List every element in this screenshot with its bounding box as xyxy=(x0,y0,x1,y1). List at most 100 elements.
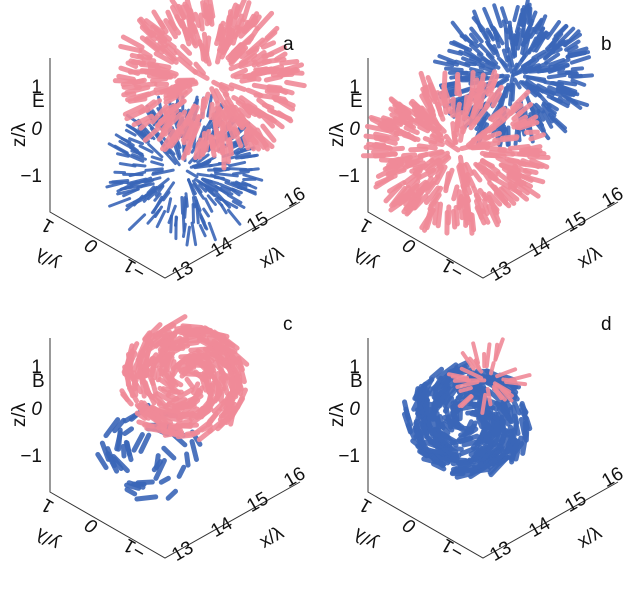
vector-arrow xyxy=(137,497,156,499)
vector-arrow xyxy=(218,50,221,62)
vector-arrow xyxy=(177,81,187,82)
vector-arrow xyxy=(210,6,212,24)
vector-arrow xyxy=(259,100,268,107)
vector-arrow xyxy=(510,23,511,34)
vector-arrow xyxy=(228,210,239,224)
vector-arrow xyxy=(448,207,449,223)
z-axis-label: z/λ xyxy=(327,122,348,147)
x-tick-label: 13 xyxy=(168,257,197,286)
vector-arrow xyxy=(131,388,133,396)
vector-arrow xyxy=(218,373,219,389)
y-tick-label: 1 xyxy=(38,494,58,517)
x-axis-label: x/λ xyxy=(574,242,606,273)
vector-arrow xyxy=(404,155,415,156)
vector-arrow xyxy=(125,429,132,434)
x-tick-label: 14 xyxy=(525,233,554,262)
y-tick-label: −1 xyxy=(438,534,467,563)
x-tick-label: 15 xyxy=(243,208,272,237)
vector-arrow xyxy=(187,454,188,465)
vector-arrow xyxy=(479,144,489,145)
vector-arrow xyxy=(381,160,393,161)
vector-arrow xyxy=(186,194,187,207)
vector-arrow xyxy=(481,75,483,88)
vector-arrow xyxy=(453,99,454,115)
z-axis-label: z/λ xyxy=(9,122,30,147)
vector-arrow xyxy=(491,153,513,155)
vector-arrow xyxy=(157,456,159,468)
vector-arrow xyxy=(168,491,175,498)
vector-arrow xyxy=(515,80,520,88)
vector-arrow xyxy=(476,80,477,90)
vector-arrow xyxy=(369,144,385,146)
x-tick-label: 15 xyxy=(243,488,272,517)
vector-arrow xyxy=(181,356,202,357)
vector-arrow xyxy=(430,104,434,115)
vector-arrow xyxy=(567,73,577,74)
vector-arrow xyxy=(572,57,589,62)
vector-arrow xyxy=(523,433,526,453)
vector-arrow xyxy=(172,85,189,87)
z-tick-label: −1 xyxy=(338,166,360,187)
vector-arrow xyxy=(523,19,524,36)
panel-letter: a xyxy=(283,34,294,55)
vector-arrow xyxy=(169,412,179,416)
vector-arrow xyxy=(502,137,517,139)
vector-arrow xyxy=(230,140,231,150)
y-tick-label: 0 xyxy=(82,513,102,537)
panel: cB10−1z/λ10−1y/λ13141516x/λ xyxy=(9,314,309,566)
x-tick-label: 16 xyxy=(598,183,627,212)
vector-arrow xyxy=(142,71,153,72)
vector-arrow xyxy=(207,38,209,51)
vector-arrow xyxy=(183,216,184,231)
vector-arrow xyxy=(487,42,493,50)
vector-arrow xyxy=(152,162,163,165)
vector-arrow xyxy=(230,162,245,165)
vector-arrow xyxy=(420,127,428,131)
vector-arrow xyxy=(545,82,556,84)
z-tick-label: 0 xyxy=(31,399,42,420)
vector-arrow xyxy=(287,82,305,85)
vector-arrow xyxy=(460,128,462,140)
vector-arrow xyxy=(487,148,504,149)
vector-arrow xyxy=(195,14,198,25)
vector-arrow xyxy=(472,73,473,90)
vector-arrow xyxy=(215,177,223,178)
vector-arrow xyxy=(273,74,292,75)
vector-arrow xyxy=(516,33,518,44)
y-tick-label: −1 xyxy=(120,254,149,283)
z-tick-label: 1 xyxy=(349,357,360,378)
x-tick-label: 15 xyxy=(561,488,590,517)
z-tick-label: 1 xyxy=(349,77,360,98)
y-tick-label: 0 xyxy=(400,233,420,257)
vector-arrow xyxy=(530,157,548,158)
x-tick-label: 16 xyxy=(280,463,309,492)
vector-arrow xyxy=(454,187,457,199)
vector-arrow xyxy=(245,138,248,148)
vector-arrow xyxy=(224,382,227,394)
vector-arrow xyxy=(209,223,215,239)
vector-arrow xyxy=(179,467,184,476)
y-axis-label: y/λ xyxy=(350,523,382,554)
vector-arrow xyxy=(549,75,565,77)
panel: bE10−1z/λ10−1y/λ13141516x/λ xyxy=(327,1,627,286)
z-axis-label: z/λ xyxy=(327,402,348,427)
vector-arrow xyxy=(187,227,190,245)
vector-arrow xyxy=(430,456,451,458)
vector-arrow xyxy=(222,206,226,213)
z-tick-label: 0 xyxy=(349,119,360,140)
vector-arrow xyxy=(248,90,261,95)
vector-arrow xyxy=(202,100,203,117)
vector-arrow xyxy=(123,446,124,456)
vector-arrow xyxy=(506,30,507,52)
vector-arrow xyxy=(192,223,196,245)
vector-arrow xyxy=(140,56,150,58)
vector-arrow xyxy=(227,396,230,404)
vector-arrow xyxy=(211,104,212,117)
vector-arrow xyxy=(152,157,161,160)
vector-arrow xyxy=(242,79,254,81)
vector-arrow xyxy=(453,124,455,143)
x-tick-label: 15 xyxy=(561,208,590,237)
vector-arrow xyxy=(434,411,435,419)
vector-arrow xyxy=(510,375,529,380)
vector-arrow xyxy=(127,490,135,494)
